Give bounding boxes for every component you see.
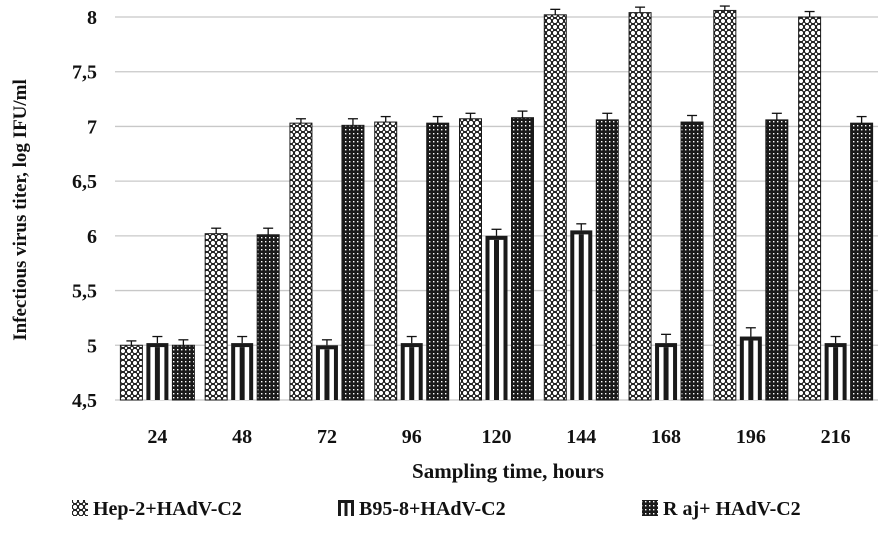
bar: [765, 119, 789, 401]
error-bar: [491, 228, 502, 236]
bar: [824, 343, 847, 400]
legend-item: Hep-2+HAdV-C2: [72, 498, 242, 520]
error-bar: [152, 335, 163, 344]
x-tick-label: 24: [147, 426, 167, 448]
legend-item: R aj+ HAdV-C2: [642, 498, 801, 520]
error-bar: [517, 110, 528, 118]
legend-label: R aj+ HAdV-C2: [663, 498, 801, 520]
x-tick-label: 48: [232, 426, 252, 448]
y-tick-label: 8: [87, 7, 97, 29]
bar: [628, 12, 652, 401]
y-tick-label: 5: [87, 335, 97, 357]
bar: [511, 117, 534, 401]
bar: [570, 230, 593, 400]
bar: [315, 345, 338, 400]
bar: [459, 118, 482, 401]
x-tick-label: 72: [317, 426, 337, 448]
error-bar: [576, 223, 587, 231]
bar: [400, 343, 423, 400]
error-bar: [804, 10, 815, 17]
error-bar: [126, 340, 137, 346]
x-tick-label: 168: [651, 426, 681, 448]
legend-swatch: [72, 500, 88, 516]
bar: [374, 121, 398, 401]
x-tick-label: 96: [402, 426, 422, 448]
bar: [739, 336, 762, 400]
error-bar: [178, 339, 189, 346]
error-bar: [830, 335, 841, 344]
x-tick-label: 216: [821, 426, 851, 448]
bar: [289, 122, 313, 401]
error-bar: [550, 8, 561, 15]
y-tick-label: 6,5: [72, 171, 97, 193]
bar: [485, 235, 508, 400]
error-bar: [661, 333, 672, 344]
error-bar: [465, 112, 476, 119]
bar: [231, 343, 254, 400]
bars: [119, 5, 874, 401]
bar: [119, 344, 143, 401]
error-bar: [211, 227, 222, 234]
bar: [256, 234, 280, 401]
bar: [850, 122, 874, 401]
x-axis-label: Sampling time, hours: [412, 459, 604, 483]
legend-label: B95-8+HAdV-C2: [359, 498, 506, 520]
y-tick-label: 6: [87, 226, 97, 248]
bar: [798, 16, 822, 401]
y-tick-label: 5,5: [72, 281, 97, 303]
error-bar: [237, 335, 248, 344]
error-bar: [856, 115, 867, 124]
y-axis-label: Infectious virus titer, log IFU/ml: [10, 79, 31, 341]
legend-label: Hep-2+HAdV-C2: [93, 498, 242, 520]
bar: [655, 343, 678, 400]
error-bar: [347, 118, 358, 126]
x-tick-label: 196: [736, 426, 766, 448]
error-bar: [263, 227, 274, 235]
error-bar: [295, 118, 306, 124]
legend: Hep-2+HAdV-C2 B95-8+HAdV-C2 R aj+ HAdV-C2: [72, 498, 801, 520]
error-bar: [771, 112, 782, 120]
bar: [680, 121, 704, 401]
x-tick-label: 120: [482, 426, 512, 448]
error-bar: [321, 339, 332, 346]
tick-labels: 4,5 5 5,5 6 6,5 7 7,5 8 24 48 72 96 120 144 168 196 216: [72, 7, 851, 448]
bar: [341, 124, 365, 401]
bar: [171, 344, 195, 401]
error-bar: [406, 335, 417, 344]
bar: [713, 9, 737, 401]
legend-swatch: [642, 500, 658, 516]
y-tick-label: 7,5: [72, 62, 97, 84]
error-bar: [380, 115, 391, 123]
error-bar: [635, 6, 646, 13]
legend-item: B95-8+HAdV-C2: [338, 498, 506, 520]
bar: [595, 119, 619, 401]
error-bar: [432, 115, 443, 124]
error-bar: [745, 327, 756, 337]
y-tick-label: 7: [87, 116, 97, 138]
bar: [426, 122, 450, 401]
x-tick-label: 144: [566, 426, 596, 448]
error-bar: [687, 114, 698, 123]
y-tick-label: 4,5: [72, 390, 97, 412]
error-bar: [719, 5, 730, 11]
bar: [204, 233, 228, 401]
bar: [543, 14, 567, 401]
bar: [146, 343, 169, 400]
error-bar: [602, 112, 613, 120]
